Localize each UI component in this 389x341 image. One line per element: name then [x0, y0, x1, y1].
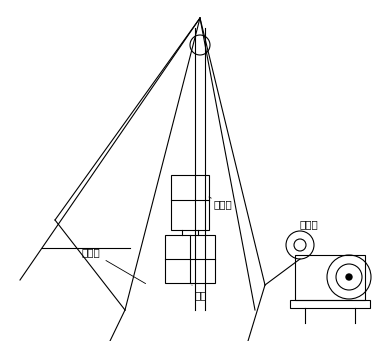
Bar: [295, 255, 365, 300]
Text: 锤头: 锤头: [192, 285, 207, 300]
Bar: [171, 175, 209, 230]
Bar: [290, 300, 370, 308]
Text: 卷扬机: 卷扬机: [300, 219, 319, 229]
Text: 三脚架: 三脚架: [82, 247, 145, 284]
Bar: [165, 235, 215, 283]
Text: 导向杆: 导向杆: [209, 197, 233, 209]
Circle shape: [346, 274, 352, 280]
